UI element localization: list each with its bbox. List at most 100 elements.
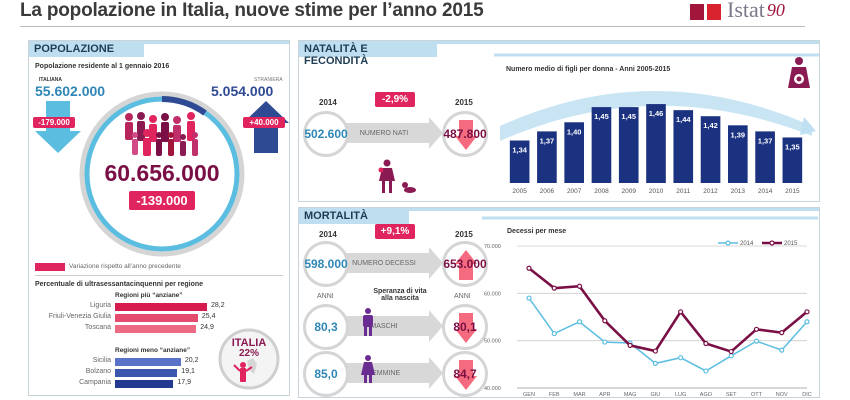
data-point-2014: [804, 319, 810, 325]
fertility-bar: [509, 140, 530, 183]
data-point-2014: [652, 360, 658, 366]
x-tick-label: APR: [599, 392, 610, 396]
region-label: Friuli-Venezia Giulia: [48, 313, 111, 320]
x-tick-label: LUG: [675, 392, 686, 396]
data-point-2015: [652, 348, 658, 354]
panel-divider: [35, 275, 283, 276]
male-icon: [363, 308, 373, 336]
section-header-band: [144, 41, 289, 44]
deaths-up-arrow-icon: [455, 250, 477, 280]
life-expectancy-title-line1: Speranza di vita: [373, 288, 427, 295]
x-tick-label: AGO: [700, 392, 713, 396]
region-bar: [115, 369, 178, 377]
region-value: 17,9: [177, 379, 192, 386]
italiana-label: ITALIANA: [39, 77, 62, 83]
deaths-2014-value: 598.000: [304, 257, 348, 271]
istat-logo: Istat 90: [690, 0, 785, 22]
region-bar: [115, 303, 207, 311]
data-point-2015: [804, 309, 810, 315]
fertility-bar: [537, 131, 557, 183]
older-regions-title: Regioni più “anziane”: [115, 292, 183, 299]
deaths-2015-value: 653.000: [443, 257, 487, 271]
femmine-arrow-band: FEMMINE: [339, 357, 443, 389]
maschi-2014-value: 80,3: [314, 320, 338, 334]
femmine-down-arrow-icon: [455, 360, 477, 390]
younger-regions-title: Regioni meno “anziane”: [115, 347, 191, 354]
logo-square-icon: [707, 4, 721, 20]
italia-value: 22%: [238, 348, 259, 359]
fertility-year-tick: 2013: [731, 188, 746, 195]
logo-text: Istat: [727, 0, 765, 22]
data-point-2015: [576, 283, 583, 289]
deaths-change-badge: +9,1%: [375, 224, 415, 239]
y-tick-label: 40.000: [484, 386, 501, 392]
data-point-2014: [551, 330, 557, 337]
fertility-year-tick: 2008: [594, 188, 609, 195]
section-title-popolazione: POPOLAZIONE: [29, 41, 144, 57]
fertility-year-tick: 2014: [758, 188, 773, 195]
regions-title: Percentuale di ultrasessantacinquenni pe…: [35, 281, 204, 288]
x-tick-label: GIU: [650, 392, 660, 396]
maschi-2015-value: 80,1: [453, 320, 477, 334]
x-tick-label: GEN: [523, 392, 535, 396]
anni-label-to: ANNI: [454, 293, 471, 300]
series-line-2015: [528, 267, 808, 354]
section-header-band: [409, 208, 819, 211]
data-point-2014: [728, 353, 734, 359]
births-arrow-band: NUMERO NATI: [339, 117, 443, 149]
trend-arc-arrow-icon: [500, 91, 812, 141]
y-tick-label: 50.000: [484, 339, 501, 345]
x-tick-label: FEB: [549, 392, 560, 396]
trend-arrowhead-icon: [800, 117, 816, 135]
fertility-bar-label: 1,44: [676, 115, 691, 124]
italiana-change-badge: -179.000: [33, 117, 75, 128]
italiana-value: 55.602.000: [35, 83, 106, 99]
fertility-bar: [755, 131, 775, 183]
femmine-2014-circle: 85,0: [303, 351, 349, 397]
italia-label: ITALIA: [231, 337, 267, 349]
y-tick-label: 70.000: [484, 244, 501, 250]
fertility-bar: [646, 104, 666, 183]
population-total: 60.656.000: [104, 160, 220, 186]
x-tick-label: MAG: [624, 392, 637, 396]
fertility-bar-label: 1,46: [649, 109, 664, 118]
fertility-bar-label: 1,37: [540, 136, 555, 145]
births-change-badge: -2,9%: [375, 92, 415, 107]
region-label: Toscana: [84, 324, 111, 331]
maschi-down-arrow-icon: [455, 313, 477, 343]
fertility-bar-label: 1,39: [731, 130, 746, 139]
region-value: 24,9: [200, 324, 214, 331]
life-expectancy-title-line2: alla nascita: [381, 295, 419, 302]
fertility-bar-label: 1,45: [621, 112, 636, 121]
life-expectancy-title: Speranza di vita alla nascita: [357, 288, 443, 302]
logo-badge: 90: [766, 0, 785, 20]
data-point-2014: [526, 295, 532, 301]
fertility-year-tick: 2012: [703, 188, 718, 195]
region-value: 25,4: [201, 313, 216, 320]
region-value: 28,2: [211, 302, 225, 309]
female-icon: [361, 355, 375, 383]
data-point-2014: [779, 347, 785, 353]
italia-badge-circle: [218, 328, 280, 390]
data-point-2014: [602, 339, 608, 345]
legend-text: Variazione rispetto all’anno precedente: [69, 263, 181, 270]
fertility-bar-label: 1,35: [785, 142, 800, 151]
data-point-2015: [678, 309, 684, 315]
fertility-bar: [782, 137, 803, 183]
fertility-bar: [728, 125, 748, 183]
femmine-2015-circle: 84,7: [442, 351, 488, 397]
x-tick-label: SET: [726, 392, 737, 396]
data-point-2015: [627, 342, 633, 348]
data-point-2014: [753, 338, 760, 344]
fertility-bar: [673, 110, 694, 183]
region-label: Liguria: [89, 302, 111, 309]
fertility-year-tick: 2005: [512, 188, 527, 195]
fertility-bar-label: 1,34: [512, 146, 527, 155]
data-point-2014: [576, 319, 583, 325]
deaths-arrow-band: NUMERO DECESSI: [339, 247, 443, 279]
fertility-bar: [618, 107, 639, 183]
x-tick-label: MAR: [573, 392, 585, 396]
region-label: Sicilia: [92, 357, 111, 364]
fertility-bar-label: 1,45: [594, 112, 609, 121]
population-total-change-badge: -139.000: [129, 191, 195, 210]
